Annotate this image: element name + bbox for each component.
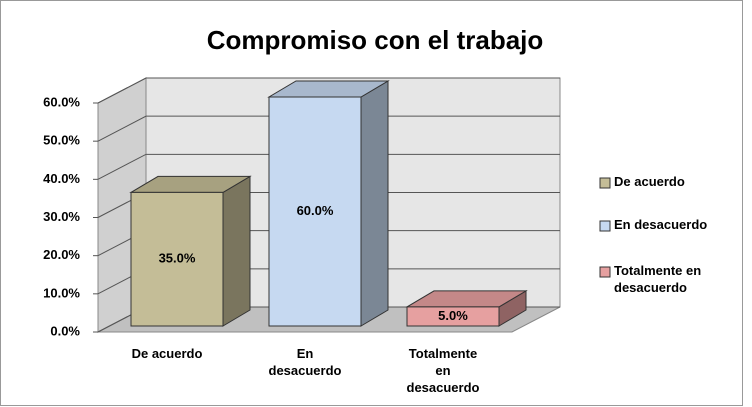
value-label: 35.0% [159,251,196,266]
bar [405,290,528,327]
value-label: 5.0% [438,308,468,323]
grid-line [97,153,560,180]
y-tick-label: 20.0% [43,247,80,262]
value-label: 60.0% [297,203,334,218]
legend-label: Totalmente en desacuerdo [614,263,701,295]
legend-swatch [599,177,611,189]
bar-side [360,80,389,327]
x-tick-label: De acuerdo [132,346,203,361]
bar-front [406,306,500,327]
y-tick-label: 50.0% [43,133,80,148]
legend-swatch [599,266,611,278]
grid-line [97,115,560,142]
bar [267,80,390,327]
y-tick-label: 10.0% [43,285,80,300]
x-tick-label: Totalmente en desacuerdo [407,346,480,395]
x-tick-label: En desacuerdo [269,346,342,378]
bar-side [222,175,251,327]
legend-label: De acuerdo [614,174,685,189]
bar-front [268,96,362,327]
bar [129,175,252,327]
y-tick-label: 40.0% [43,171,80,186]
y-tick-label: 0.0% [50,323,80,338]
y-tick-label: 60.0% [43,94,80,109]
y-tick-label: 30.0% [43,209,80,224]
legend-label: En desacuerdo [614,217,707,232]
chart-title: Compromiso con el trabajo [207,25,544,55]
grid-line [97,77,560,104]
legend-swatch [599,220,611,232]
bar-front [130,191,224,327]
